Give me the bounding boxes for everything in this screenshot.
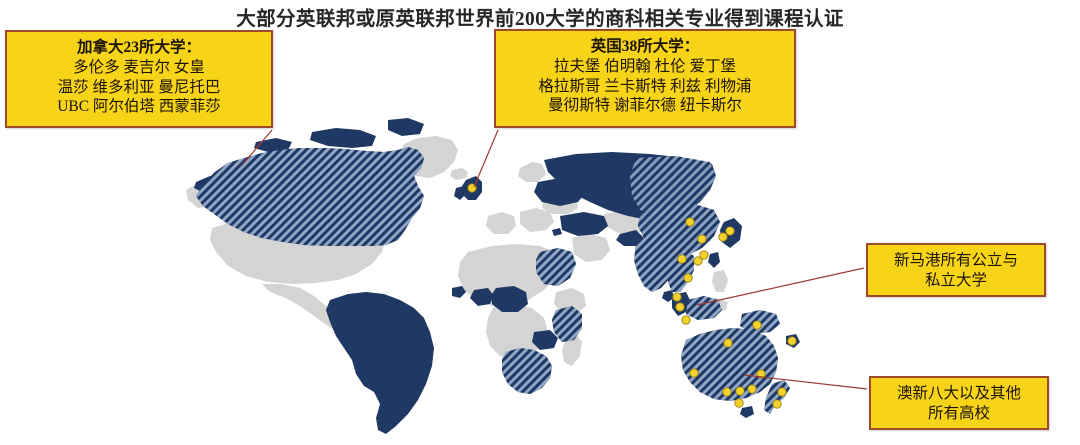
marker-australia-melbourne — [734, 398, 744, 408]
marker-australia-sydney — [747, 384, 757, 394]
marker-china-south — [699, 250, 709, 260]
marker-hong-kong — [693, 256, 703, 266]
hatch-north-asia — [630, 156, 716, 216]
marker-japan-osaka — [718, 232, 728, 242]
callout-line: 澳新八大以及其他 — [896, 385, 1021, 402]
callout-line: 拉夫堡 伯明翰 杜伦 爱丁堡 — [553, 57, 737, 75]
marker-china-east — [697, 234, 707, 244]
hatch-egypt — [536, 248, 576, 286]
marker-australia-adelaide — [722, 387, 732, 397]
marker-china-southwest — [677, 254, 687, 264]
marker-australia-canberra — [735, 386, 745, 396]
marker-papua-new-guinea — [752, 320, 762, 330]
callout-line: 私立大学 — [924, 271, 987, 289]
callout-line: 曼彻斯特 谢菲尔德 纽卡斯尔 — [548, 97, 742, 115]
hatch-china — [638, 204, 720, 256]
callout-line: 所有高校 — [927, 404, 990, 422]
callout-line: 英国38所大学： — [590, 38, 700, 55]
marker-australia-darwin — [723, 338, 733, 348]
callout-line: 加拿大23所大学： — [76, 39, 201, 56]
marker-malaysia-kl — [672, 292, 682, 302]
marker-japan-tokyo — [725, 226, 735, 236]
uk-universities-callout[interactable]: 英国38所大学： 拉夫堡 伯明翰 杜伦 爱丁堡 格拉斯哥 兰卡斯特 利兹 利物浦… — [494, 29, 796, 128]
marker-fiji — [787, 336, 797, 346]
callout-line: 温莎 维多利亚 曼尼托巴 — [57, 78, 221, 96]
marker-australia-brisbane — [756, 369, 766, 379]
marker-thailand — [683, 273, 693, 283]
marker-new-zealand-auckland — [777, 387, 787, 397]
australia-newzealand-callout[interactable]: 澳新八大以及其他 所有高校 — [869, 376, 1049, 430]
marker-new-zealand-wellington — [772, 399, 782, 409]
callout-line: 多伦多 麦吉尔 女皇 — [73, 58, 205, 76]
hatch-south-africa — [502, 348, 552, 394]
marker-malaysia-south — [675, 302, 685, 312]
callout-line: 格拉斯哥 兰卡斯特 利兹 利物浦 — [538, 77, 752, 95]
marker-korea — [685, 217, 695, 227]
marker-singapore — [681, 315, 691, 325]
singapore-malaysia-hongkong-callout[interactable]: 新马港所有公立与 私立大学 — [866, 243, 1046, 297]
callout-line: UBC 阿尔伯塔 西蒙菲莎 — [57, 98, 221, 116]
hatch-indonesia — [686, 296, 722, 320]
marker-united-kingdom — [467, 183, 477, 193]
hatch-east-africa — [552, 306, 582, 342]
page-title: 大部分英联邦或原英联邦世界前200大学的商科相关专业得到课程认证 — [236, 9, 844, 30]
canada-universities-callout[interactable]: 加拿大23所大学： 多伦多 麦吉尔 女皇 温莎 维多利亚 曼尼托巴 UBC 阿尔… — [5, 30, 273, 128]
callout-line: 新马港所有公立与 — [893, 252, 1018, 269]
marker-australia-perth — [689, 368, 699, 378]
map-markers — [467, 183, 797, 409]
